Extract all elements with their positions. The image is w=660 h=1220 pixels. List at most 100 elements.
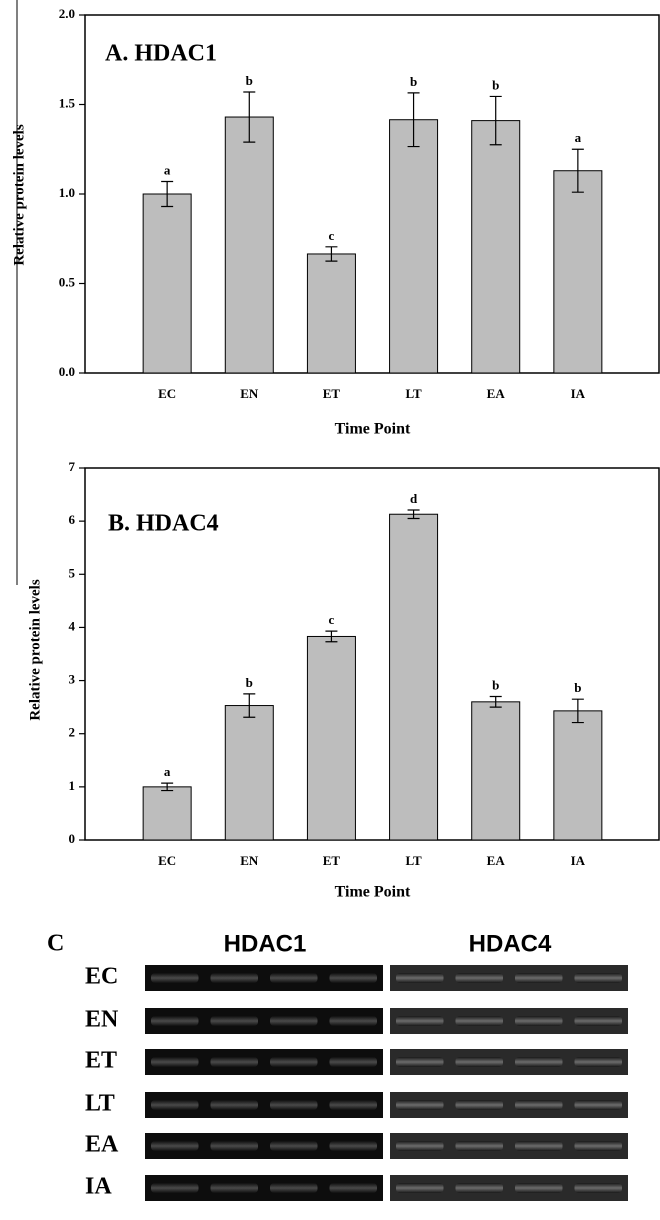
blot-band [151, 1057, 199, 1067]
blot-band [396, 1016, 444, 1026]
y-tick-label: 7 [69, 459, 76, 474]
x-tick-label: EC [158, 853, 176, 868]
bar [472, 702, 520, 840]
blot-band [575, 1016, 623, 1026]
figure: C HDAC1 HDAC4 0.0 0.5 1.0 1.5 2.0 A. HDAC1 Rel… [0, 0, 660, 1220]
significance-letter: a [575, 130, 582, 145]
blot-band [151, 973, 199, 983]
blot-band [151, 1016, 199, 1026]
y-tick-label: 0.5 [59, 274, 76, 289]
significance-letter: b [246, 675, 253, 690]
y-tick-label: 4 [69, 618, 76, 633]
significance-letter: c [329, 612, 335, 627]
x-tick-label: EN [240, 386, 259, 401]
blot-band [575, 973, 623, 983]
significance-letter: b [574, 680, 581, 695]
blot-band [211, 1057, 259, 1067]
blot-band [211, 1016, 259, 1026]
x-tick-label: LT [405, 386, 421, 401]
x-tick-label: ET [323, 386, 341, 401]
y-tick-label: 1.0 [59, 185, 75, 200]
x-tick-label: IA [571, 853, 586, 868]
x-tick-label: EA [487, 386, 506, 401]
blot-band [270, 1100, 318, 1110]
y-tick-label: 6 [69, 512, 76, 527]
blot-band [330, 1141, 378, 1151]
blot-band [330, 1100, 378, 1110]
y-tick-label: 1.5 [59, 95, 76, 110]
blot-band [456, 973, 504, 983]
significance-letter: b [492, 677, 499, 692]
y-tick-label: 0 [69, 831, 76, 846]
y-tick-label: 2.0 [59, 6, 75, 21]
blot-band [456, 1100, 504, 1110]
y-tick-label: 2 [69, 725, 76, 740]
blot-band [456, 1141, 504, 1151]
blot-band [456, 1183, 504, 1193]
bar [554, 171, 602, 373]
significance-letter: a [164, 162, 171, 177]
blot-row-label: ET [85, 1048, 117, 1074]
bar [390, 514, 438, 840]
x-tick-label: EA [487, 853, 506, 868]
blot-band [575, 1100, 623, 1110]
blot-band [396, 973, 444, 983]
chart-title: A. HDAC1 [105, 41, 217, 67]
blot-band [330, 1183, 378, 1193]
y-tick-label: 0.0 [59, 364, 75, 379]
blot-band [456, 1016, 504, 1026]
bar [143, 787, 191, 840]
bar [307, 636, 355, 840]
blot-band [456, 1057, 504, 1067]
blot-band [515, 1183, 563, 1193]
blot-band [211, 1100, 259, 1110]
bar [307, 254, 355, 373]
blot-band [270, 1016, 318, 1026]
blot-row-label: EC [85, 964, 118, 990]
blot-row-label: IA [85, 1174, 112, 1200]
significance-letter: d [410, 491, 418, 506]
blot-band [330, 973, 378, 983]
blot-band [396, 1100, 444, 1110]
blot-band [270, 1141, 318, 1151]
bar [554, 711, 602, 840]
bar [472, 121, 520, 373]
blot-band [211, 1183, 259, 1193]
panel-label: C [47, 931, 64, 957]
blot-band [575, 1183, 623, 1193]
x-axis-label: Time Point [335, 884, 411, 901]
significance-letter: c [329, 228, 335, 243]
blot-row-label: LT [85, 1091, 115, 1117]
blot-band [515, 973, 563, 983]
y-axis-label: Relative protein levels [27, 579, 43, 721]
blot-band [151, 1183, 199, 1193]
blot-band [515, 1057, 563, 1067]
y-tick-label: 1 [69, 778, 76, 793]
blot-band [151, 1100, 199, 1110]
blot-band [575, 1057, 623, 1067]
blot-band [575, 1141, 623, 1151]
blot-band [211, 1141, 259, 1151]
blot-band [151, 1141, 199, 1151]
blot-band [270, 1057, 318, 1067]
blot-band [515, 1141, 563, 1151]
bar [225, 706, 273, 840]
significance-letter: b [246, 73, 253, 88]
blot-row-label: EN [85, 1007, 119, 1033]
y-axis-label: Relative protein levels [11, 124, 27, 266]
blot-band [515, 1100, 563, 1110]
bar [225, 117, 273, 373]
x-tick-label: ET [323, 853, 341, 868]
y-tick-label: 3 [69, 672, 76, 687]
significance-letter: b [410, 74, 417, 89]
blot-band [330, 1016, 378, 1026]
blot-column: HDAC1 [224, 930, 307, 957]
blot-band [270, 973, 318, 983]
blot-column: HDAC4 [469, 930, 552, 957]
x-tick-label: IA [571, 386, 586, 401]
x-axis-label: Time Point [335, 421, 411, 438]
significance-letter: b [492, 77, 499, 92]
x-tick-label: EN [240, 853, 259, 868]
x-tick-label: EC [158, 386, 176, 401]
blot-band [211, 973, 259, 983]
